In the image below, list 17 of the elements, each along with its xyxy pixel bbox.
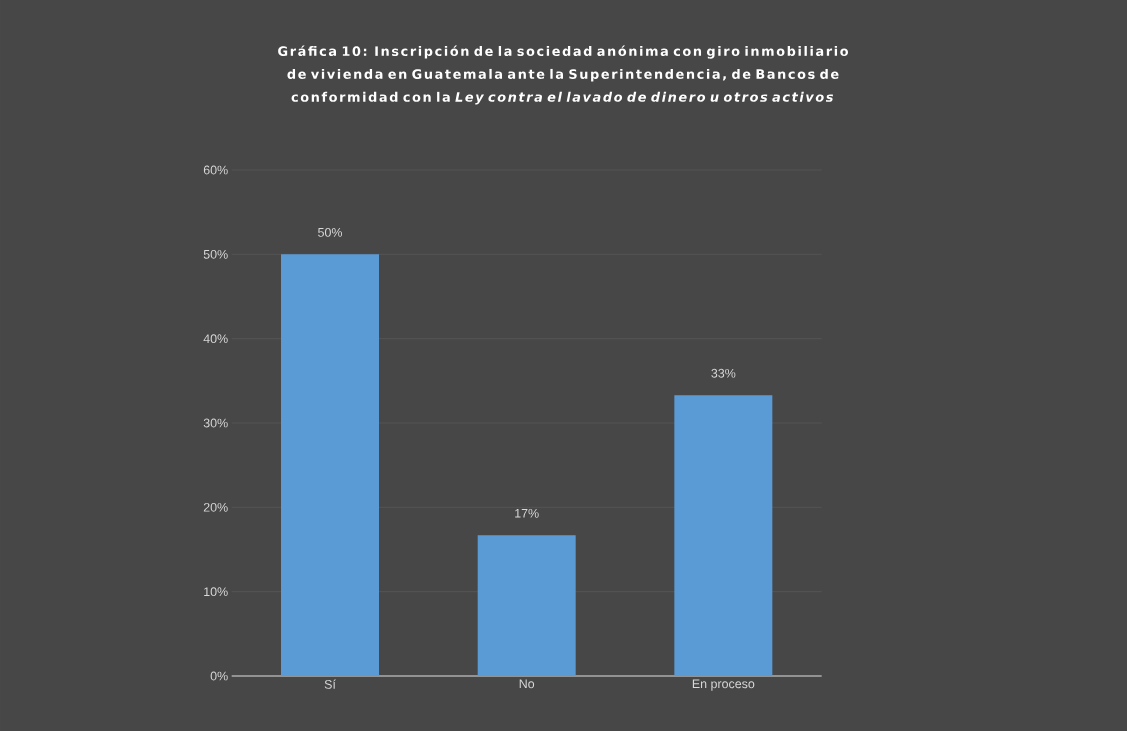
y-tick-label: 0%: [210, 671, 228, 681]
y-tick-label: 50%: [203, 249, 228, 259]
y-tick-label: 60%: [203, 165, 228, 175]
bar: [281, 254, 380, 676]
x-tick-label: Sí: [324, 679, 336, 689]
y-tick-label: 30%: [203, 418, 228, 428]
data-label: 33%: [711, 368, 736, 378]
x-tick-label: En proceso: [692, 679, 755, 691]
bar: [477, 535, 576, 676]
y-tick-label: 10%: [204, 587, 228, 597]
data-label: 50%: [318, 227, 343, 237]
data-label: 17%: [515, 508, 539, 518]
chart-title: Gráfica 10: Inscripción de la sociedad anónima con giro inmobiliario de vivienda en Guatemala ante la Superintendencia, de Bancos de conformidad con la Ley contra el lavado de dinero u otros activos: [278, 45, 849, 105]
bar: [674, 395, 773, 676]
x-tick-label: No: [519, 679, 535, 689]
y-tick-label: 40%: [203, 334, 228, 344]
y-tick-label: 20%: [203, 502, 228, 512]
